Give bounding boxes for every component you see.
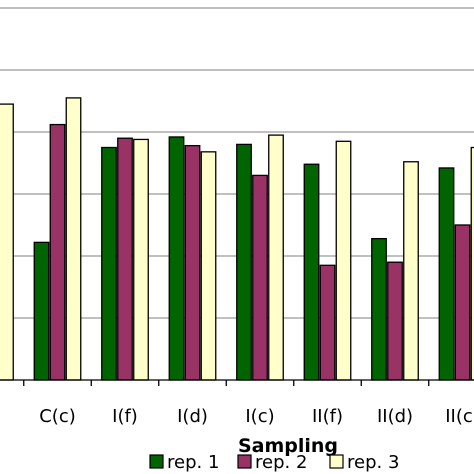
legend: rep. 1 rep. 2 rep. 3: [149, 452, 399, 473]
bar-rep-1-1: [33, 241, 50, 381]
x-tick-label: II(d): [377, 406, 413, 427]
bar-rep-3-6: [403, 161, 419, 381]
bar-rep-1-3: [168, 136, 185, 381]
bar-rep-3-3: [200, 151, 217, 381]
bar-rep-1-6: [371, 237, 387, 381]
x-tick-label: I(c): [245, 406, 274, 427]
bar-rep-3-4: [268, 134, 284, 381]
bar-rep-1-7: [438, 167, 455, 381]
x-tick-label: I(d): [177, 406, 208, 427]
x-tick-labels: )C(c)I(f)I(d)I(c)II(f)II(d)II(c): [39, 406, 474, 427]
bar-rep-2-6: [387, 261, 403, 381]
legend-label: rep. 1: [167, 452, 219, 473]
bar-rep-2-4: [252, 174, 268, 381]
bar-rep-2-5: [319, 264, 336, 381]
bars: [0, 97, 474, 381]
legend-swatch: [237, 454, 252, 469]
bar-rep-3-7: [470, 146, 474, 381]
bar-rep-2-3: [184, 144, 201, 381]
bar-rep-3-1: [65, 97, 82, 381]
x-tick-label: II(f): [312, 406, 343, 427]
legend-label: rep. 3: [347, 452, 399, 473]
x-tick-label: II(c): [445, 406, 474, 427]
bar-rep-2-2: [117, 137, 133, 381]
bar-rep-3-0: [0, 103, 14, 381]
legend-swatch: [329, 454, 344, 469]
bar-rep-3-2: [133, 138, 149, 381]
bar-rep-1-4: [236, 143, 252, 381]
legend-label: rep. 2: [255, 452, 307, 473]
bar-rep-1-2: [101, 146, 117, 381]
x-tick-label: I(f): [112, 406, 138, 427]
x-axis: [0, 379, 474, 386]
x-tick-label: C(c): [39, 406, 76, 427]
bar-rep-1-5: [303, 163, 320, 381]
bar-rep-2-7: [454, 224, 471, 381]
legend-swatch: [149, 454, 164, 469]
x-axis-title: Sampling: [238, 435, 338, 457]
bar-rep-2-1: [49, 123, 66, 381]
bar-rep-3-5: [335, 140, 352, 381]
